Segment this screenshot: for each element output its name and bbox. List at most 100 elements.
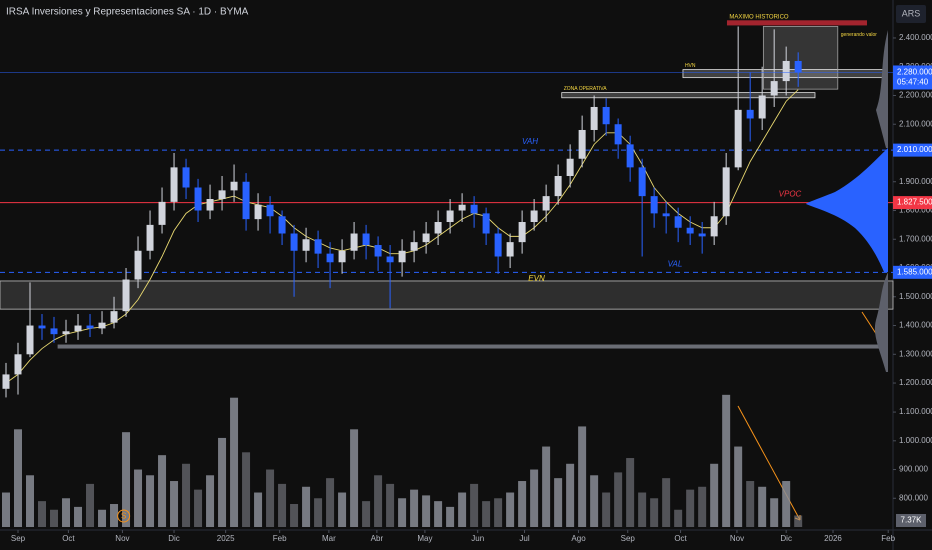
candle-body	[290, 233, 298, 251]
volume-bar	[542, 446, 551, 527]
price-tick-label: 1.500.000	[899, 292, 932, 301]
level-tag	[893, 265, 932, 279]
zone-label: EVN	[528, 274, 545, 283]
candle-body	[662, 213, 670, 217]
time-tick-label: Mar	[322, 534, 336, 543]
currency-box	[896, 5, 926, 23]
time-tick-label: Sep	[11, 534, 26, 543]
candle-body	[170, 167, 178, 202]
volume-bar	[698, 486, 707, 527]
time-tick-label: 2026	[824, 534, 842, 543]
price-tick-label: 2.200.000	[899, 91, 932, 100]
time-tick-label: Jun	[471, 534, 484, 543]
candle-body	[74, 325, 82, 332]
volume-bar	[734, 446, 743, 527]
candle-body	[626, 144, 634, 168]
volume-bar	[170, 481, 179, 527]
volume-bar	[314, 498, 323, 527]
volume-bar	[302, 486, 311, 527]
zone	[762, 26, 839, 90]
volume-bar	[722, 394, 731, 527]
volume-bar	[482, 501, 491, 527]
level-tag-label: 1.585.000	[897, 267, 932, 276]
candle-body	[542, 196, 550, 211]
volume-bar	[38, 501, 47, 527]
time-tick-label: 2025	[217, 534, 235, 543]
candle-body	[218, 190, 226, 199]
volume-bar	[758, 486, 767, 527]
candle-body	[242, 181, 250, 220]
volume-bar	[578, 426, 587, 527]
candle-body	[458, 204, 466, 211]
candle-body	[710, 216, 718, 237]
volume-bar	[338, 492, 347, 527]
candle-body	[86, 325, 94, 329]
currency: ARS	[902, 8, 921, 18]
candle-body	[722, 167, 730, 217]
volume-bar	[182, 463, 191, 527]
candle-body	[494, 233, 502, 257]
candle-body	[470, 204, 478, 214]
price-tick-label: 1.900.000	[899, 177, 932, 186]
volume-bar	[602, 492, 611, 527]
price-tick-label: 1.800.000	[899, 206, 932, 215]
price-tick-label: 1.200.000	[899, 378, 932, 387]
candle-body	[734, 109, 742, 168]
volume-bar	[74, 506, 83, 527]
volume-bar	[26, 475, 35, 527]
volume-bar	[374, 475, 383, 527]
candle-body	[362, 233, 370, 246]
candle-body	[194, 187, 202, 211]
candle-body	[182, 167, 190, 188]
volume-bar	[518, 481, 527, 527]
chart-title: IRSA Inversiones y Representaciones SA ·…	[6, 7, 249, 18]
event-marker	[117, 509, 131, 523]
candle-body	[614, 124, 622, 145]
candle-body	[230, 181, 238, 191]
support-bar	[57, 344, 887, 349]
candle-body	[206, 199, 214, 211]
candle-body	[446, 210, 454, 223]
volume-bar	[590, 475, 599, 527]
volume-bar	[782, 481, 791, 527]
time-tick-label: Feb	[273, 534, 287, 543]
volume-bar	[662, 478, 671, 527]
volume-bar	[86, 483, 95, 527]
time-tick-label: Feb	[881, 534, 895, 543]
volume-bar	[410, 489, 419, 527]
volume-bar	[398, 498, 407, 527]
last-price-countdown: 05:47:40	[897, 78, 929, 87]
volume-bar	[278, 483, 287, 527]
candle-body	[98, 322, 106, 329]
event-label: S	[121, 512, 126, 521]
candle-body	[422, 233, 430, 243]
profile-value-area	[806, 148, 888, 272]
volume-bar	[50, 509, 59, 527]
profile-lower	[874, 272, 888, 372]
volume-bar	[218, 437, 227, 527]
level-tag-label: 1.827.500	[897, 198, 932, 207]
candle-body	[158, 201, 166, 225]
volume-last-label: 7.37K	[901, 516, 923, 525]
zone	[561, 92, 816, 99]
volume-bar	[770, 498, 779, 527]
candle-body	[146, 224, 154, 251]
volume-bar	[362, 501, 371, 527]
time-tick-label: Jul	[519, 534, 529, 543]
candle-body	[14, 354, 22, 375]
volume-bar	[446, 506, 455, 527]
candle-body	[134, 250, 142, 280]
volume-bar	[554, 478, 563, 527]
time-tick-label: Dic	[780, 534, 792, 543]
volume-bar	[2, 492, 11, 527]
volume-bar	[458, 492, 467, 527]
candle-body	[110, 311, 118, 323]
volume-bar	[434, 501, 443, 527]
volume-bar	[686, 489, 695, 527]
candle-body	[434, 222, 442, 234]
time-tick-label: Oct	[674, 534, 687, 543]
price-tick-label: 2.400.000	[899, 33, 932, 42]
volume-last-tag	[896, 514, 926, 527]
candle-body	[746, 109, 754, 119]
